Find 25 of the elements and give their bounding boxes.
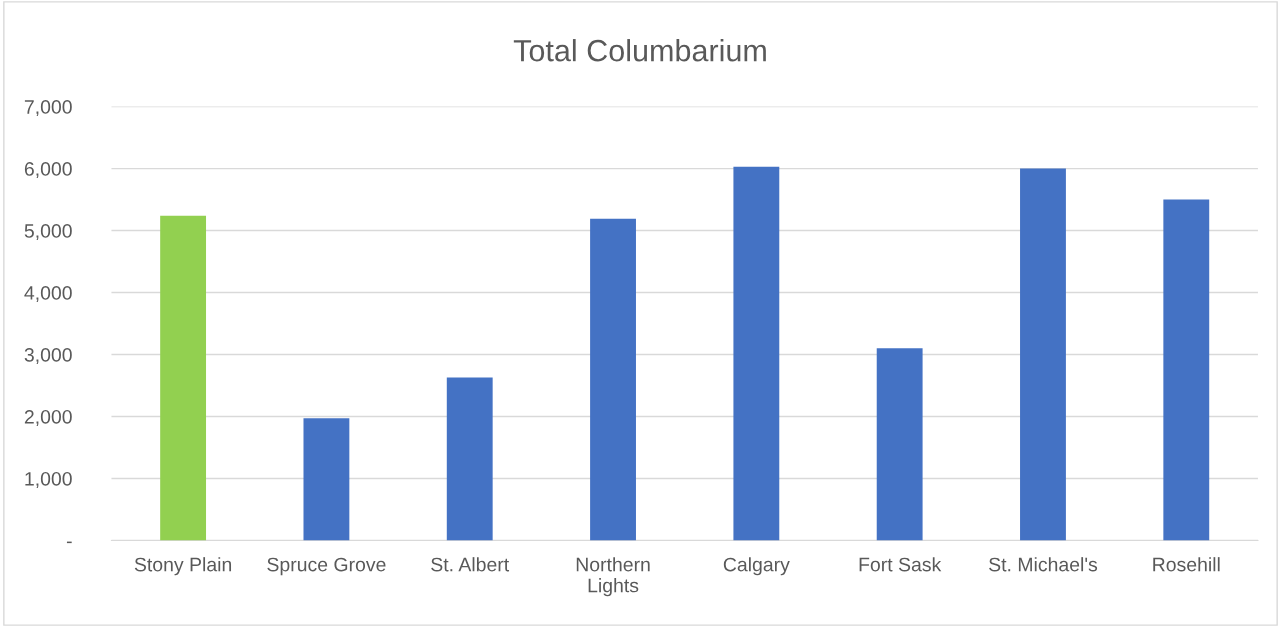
x-tick-label: Spruce Grove [267, 557, 386, 576]
x-tick-label: St. Albert [431, 557, 510, 572]
x-tick-label: Calgary [723, 557, 790, 576]
y-tick-label: 7,000 [24, 100, 72, 117]
x-tick-label: Rosehill [1153, 557, 1220, 572]
y-tick-label: - [66, 541, 72, 544]
chart-title: Total Columbarium [513, 39, 766, 62]
bar [446, 377, 493, 541]
y-tick-label: 3,000 [24, 347, 72, 365]
y-tick-label: 2,000 [24, 409, 72, 427]
y-tick-label: 4,000 [24, 286, 72, 303]
y-tick-label: 5,000 [24, 224, 72, 241]
bar [1163, 199, 1210, 541]
bar [876, 348, 923, 541]
x-tick-label: Stony Plain [134, 557, 232, 576]
x-tick-label: Fort Sask [859, 557, 942, 572]
x-tick-label: Northern Lights [576, 557, 650, 597]
bar [160, 215, 207, 541]
y-tick-label: 6,000 [24, 162, 72, 179]
bar [1020, 168, 1066, 541]
bar [303, 418, 350, 541]
y-tick-label: 1,000 [25, 471, 72, 489]
x-tick-label: St. Michael's [989, 557, 1098, 572]
bar [590, 218, 636, 541]
bar [733, 166, 780, 541]
